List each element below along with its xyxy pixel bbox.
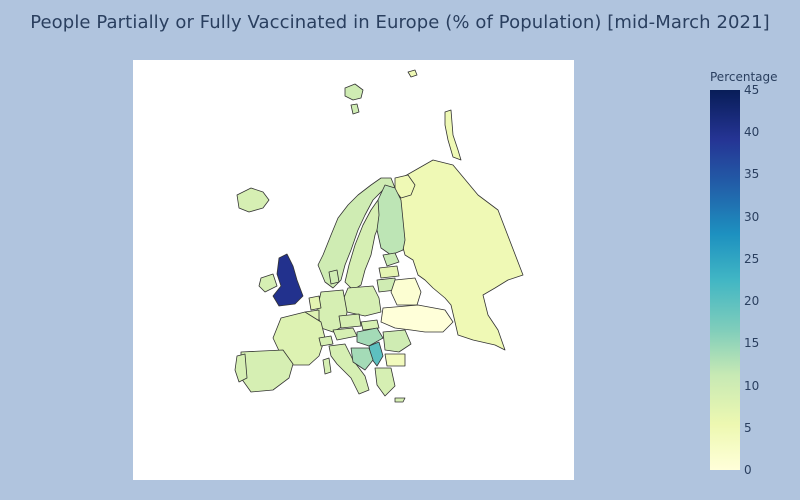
region-czechia[interactable]: [338, 313, 362, 329]
region-hungary[interactable]: [356, 327, 384, 347]
region-united-kingdom[interactable]: [272, 253, 304, 307]
region-switzerland[interactable]: [318, 335, 334, 347]
colorbar-tick: 40: [744, 125, 760, 140]
region-iceland[interactable]: [236, 187, 270, 213]
region-poland[interactable]: [342, 285, 382, 317]
colorbar-tick: 15: [744, 336, 760, 351]
region-france[interactable]: [272, 311, 326, 366]
region-ukraine[interactable]: [380, 304, 454, 333]
region-belarus[interactable]: [390, 277, 422, 306]
region-franz[interactable]: [407, 69, 418, 78]
chart-title: People Partially or Fully Vaccinated in …: [30, 12, 770, 33]
region-italy[interactable]: [328, 343, 370, 395]
region-sardinia[interactable]: [322, 357, 332, 375]
colorbar-tick: 35: [744, 167, 760, 182]
region-svalbard[interactable]: [344, 83, 364, 115]
region-estonia[interactable]: [382, 252, 400, 267]
colorbar-tick: 0: [744, 463, 752, 477]
region-latvia[interactable]: [378, 265, 400, 279]
region-spain[interactable]: [240, 349, 294, 393]
europe-map[interactable]: [133, 60, 574, 480]
region-austria[interactable]: [332, 327, 358, 341]
region-crete[interactable]: [394, 397, 406, 403]
region-balkans[interactable]: [350, 347, 374, 371]
region-greece[interactable]: [374, 367, 396, 397]
region-denmark[interactable]: [328, 269, 340, 285]
colorbar-tick: 10: [744, 378, 760, 393]
region-netherlands[interactable]: [308, 295, 322, 311]
colorbar-tick: 20: [744, 294, 760, 309]
region-ireland[interactable]: [258, 273, 278, 293]
colorbar-tick: 5: [744, 420, 752, 435]
colorbar-gradient: [710, 90, 740, 470]
map-panel[interactable]: [133, 60, 574, 480]
region-bulgaria[interactable]: [384, 353, 406, 367]
colorbar-title: Percentage: [710, 70, 778, 84]
region-novaya[interactable]: [444, 109, 462, 161]
colorbar-tick: 45: [744, 83, 760, 97]
colorbar-tick: 30: [744, 209, 760, 224]
region-portugal[interactable]: [234, 353, 248, 383]
colorbar-tick: 25: [744, 251, 760, 266]
region-slovakia[interactable]: [360, 319, 380, 331]
colorbar: Percentage 0 5 10 15 20 25 30 35 40 45: [700, 68, 790, 478]
region-finland[interactable]: [376, 184, 406, 256]
region-romania[interactable]: [382, 329, 412, 353]
